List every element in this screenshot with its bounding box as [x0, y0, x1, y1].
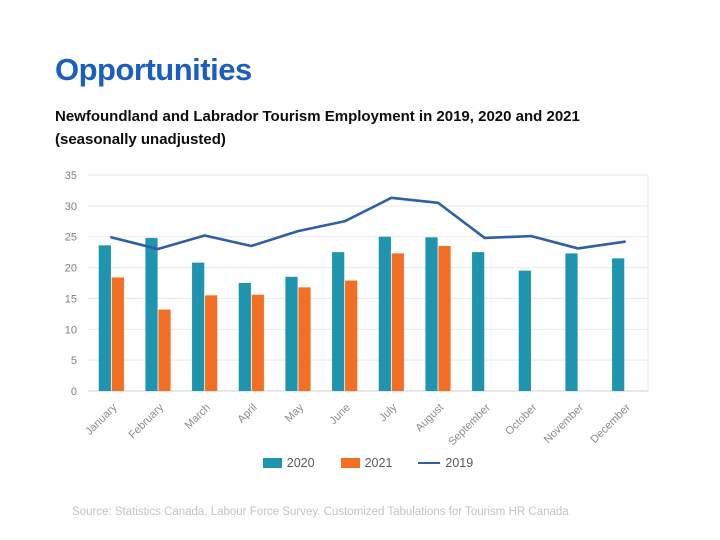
- svg-text:November: November: [542, 401, 587, 446]
- legend-item-2021: 2021: [340, 456, 393, 470]
- svg-text:30: 30: [65, 201, 77, 213]
- x-axis-labels: January February March April May June July Augu…: [83, 401, 633, 448]
- bars-2020: [98, 236, 625, 391]
- line-2019: [110, 196, 626, 251]
- source-note: Source: Statistics Canada, Labour Force …: [72, 506, 569, 518]
- svg-text:35: 35: [65, 170, 77, 182]
- svg-text:September: September: [446, 401, 493, 448]
- chart-title-line1: Newfoundland and Labrador Tourism Employ…: [55, 108, 580, 125]
- chart-title: Newfoundland and Labrador Tourism Employ…: [55, 106, 625, 151]
- svg-text:February: February: [127, 401, 167, 441]
- svg-text:March: March: [183, 402, 213, 432]
- legend-swatch-2021-bar: [340, 458, 360, 468]
- svg-text:May: May: [283, 401, 307, 425]
- svg-text:0: 0: [71, 386, 77, 398]
- legend-label-2021: 2021: [364, 456, 393, 470]
- svg-text:10: 10: [65, 324, 77, 336]
- legend-swatch-2020-bar: [262, 458, 282, 468]
- page-title: Opportunities: [55, 52, 252, 87]
- y-axis-labels: 0 5 10 15 20 25 30 35: [65, 170, 77, 398]
- svg-text:December: December: [588, 401, 633, 446]
- svg-text:5: 5: [71, 355, 77, 367]
- svg-text:January: January: [83, 401, 120, 438]
- svg-text:July: July: [377, 401, 400, 424]
- svg-text:June: June: [327, 402, 352, 427]
- svg-text:15: 15: [65, 293, 77, 305]
- legend-swatch-2019-line: [418, 461, 441, 465]
- legend-item-2020: 2020: [262, 456, 315, 470]
- bars-2021: [111, 245, 451, 391]
- employment-chart: 0 5 10 15 20 25 30 35 January February March April M…: [40, 165, 700, 465]
- svg-text:25: 25: [65, 232, 77, 244]
- chart-legend: 2020 2021 2019: [88, 456, 648, 470]
- svg-text:April: April: [235, 402, 259, 426]
- legend-label-2020: 2020: [286, 456, 315, 470]
- legend-item-2019: 2019: [418, 456, 473, 470]
- svg-text:20: 20: [65, 263, 77, 275]
- svg-text:August: August: [413, 402, 446, 435]
- svg-text:October: October: [503, 401, 539, 437]
- chart-title-line2: (seasonally unadjusted): [55, 130, 226, 148]
- gridlines: [88, 174, 649, 392]
- chart-canvas: 0 5 10 15 20 25 30 35 January February March April M…: [65, 170, 649, 448]
- legend-label-2019: 2019: [445, 456, 474, 470]
